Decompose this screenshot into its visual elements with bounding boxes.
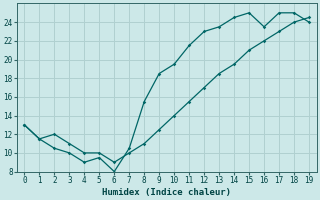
X-axis label: Humidex (Indice chaleur): Humidex (Indice chaleur) — [102, 188, 231, 197]
